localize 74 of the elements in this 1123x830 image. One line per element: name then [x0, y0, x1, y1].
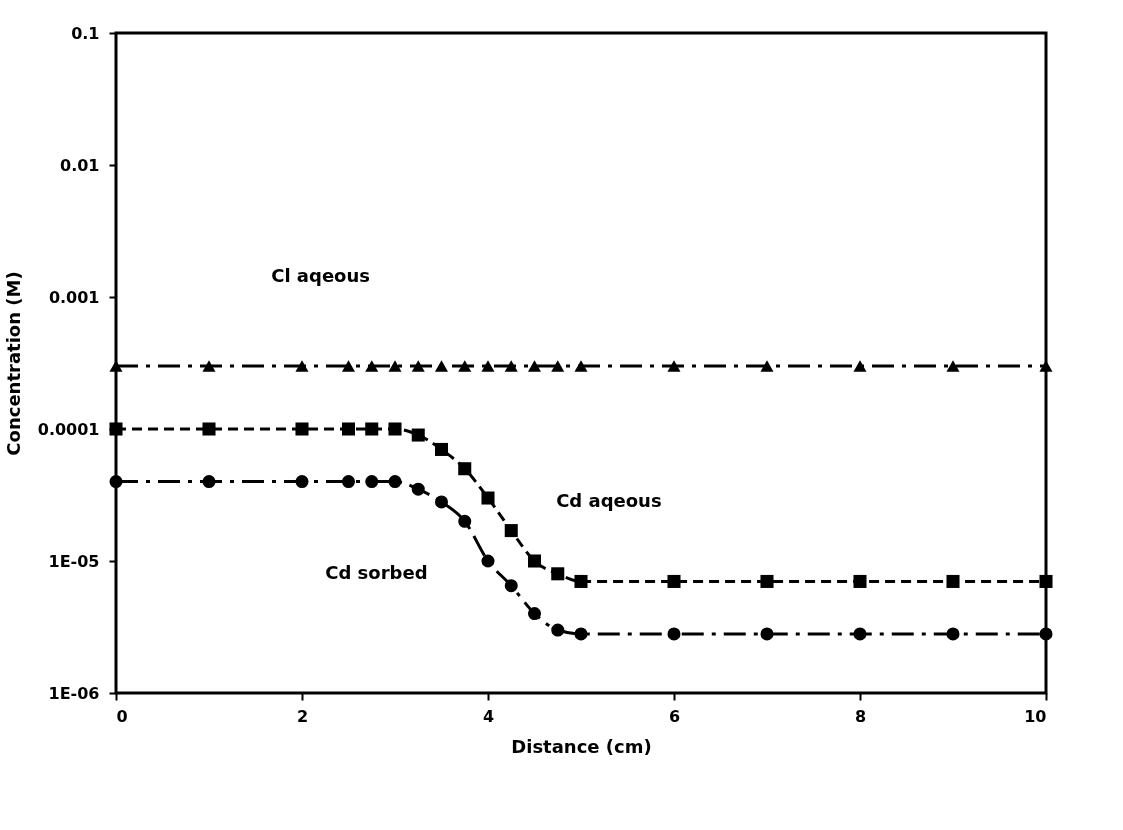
point	[946, 627, 960, 641]
point	[504, 524, 518, 538]
point	[760, 627, 774, 641]
point	[667, 627, 681, 641]
x-axis-title: Distance (cm)	[511, 735, 652, 757]
point	[341, 360, 356, 372]
point	[946, 574, 960, 588]
point	[551, 567, 565, 581]
point	[853, 627, 867, 641]
point	[458, 360, 472, 372]
point	[388, 360, 402, 372]
point	[551, 623, 565, 637]
point	[527, 360, 542, 372]
annotation: Cd aqeous	[556, 489, 662, 511]
point	[1039, 627, 1053, 641]
point	[853, 360, 867, 372]
y-axis-title: Concentration (M)	[2, 271, 24, 456]
x-tick-label: 4	[482, 706, 495, 726]
x-tick-label: 2	[296, 706, 309, 726]
y-tick-label: 0.01	[60, 155, 100, 175]
y-tick-label: 0.001	[48, 287, 100, 307]
point	[365, 360, 379, 372]
point	[365, 475, 379, 489]
y-tick-label: 0.0001	[37, 419, 100, 439]
point	[551, 360, 565, 372]
point	[458, 514, 472, 528]
point	[574, 627, 588, 641]
point	[574, 574, 588, 588]
point	[388, 475, 402, 489]
point	[481, 491, 495, 505]
point	[411, 428, 425, 442]
point	[295, 422, 309, 436]
x-tick-label: 0	[116, 706, 128, 726]
annotation: Cl aqeous	[271, 265, 370, 287]
point	[760, 574, 774, 588]
point	[574, 360, 588, 372]
point	[504, 579, 518, 593]
point	[527, 554, 542, 568]
point	[434, 360, 449, 372]
annotation: Cd sorbed	[325, 562, 428, 584]
point	[341, 422, 356, 436]
point	[202, 422, 216, 436]
point	[760, 360, 774, 372]
point	[1039, 574, 1053, 588]
point	[411, 482, 425, 496]
point	[667, 574, 681, 588]
x-tick-label: 6	[668, 706, 681, 726]
point	[853, 574, 867, 588]
y-tick-label: 1E-05	[48, 551, 100, 571]
point	[458, 462, 472, 476]
point	[481, 360, 495, 372]
point	[1039, 360, 1053, 372]
point	[202, 475, 216, 489]
point	[202, 360, 216, 372]
x-tick-label: 8	[854, 706, 867, 726]
point	[341, 475, 356, 489]
y-tick-label: 1E-06	[48, 683, 100, 703]
point	[434, 495, 449, 509]
point	[388, 422, 402, 436]
point	[109, 360, 123, 372]
y-tick-label: 0.1	[71, 23, 100, 43]
point	[946, 360, 960, 372]
point	[109, 422, 123, 436]
point	[109, 475, 123, 489]
point	[295, 360, 309, 372]
point	[434, 442, 449, 456]
point	[365, 422, 379, 436]
point	[481, 554, 495, 568]
point	[295, 475, 309, 489]
point	[411, 360, 425, 372]
x-tick-label: 10	[1024, 706, 1047, 726]
point	[504, 360, 518, 372]
point	[527, 607, 542, 621]
point	[667, 360, 681, 372]
